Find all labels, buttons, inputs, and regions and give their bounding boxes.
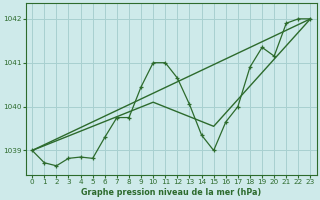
X-axis label: Graphe pression niveau de la mer (hPa): Graphe pression niveau de la mer (hPa) [81,188,261,197]
